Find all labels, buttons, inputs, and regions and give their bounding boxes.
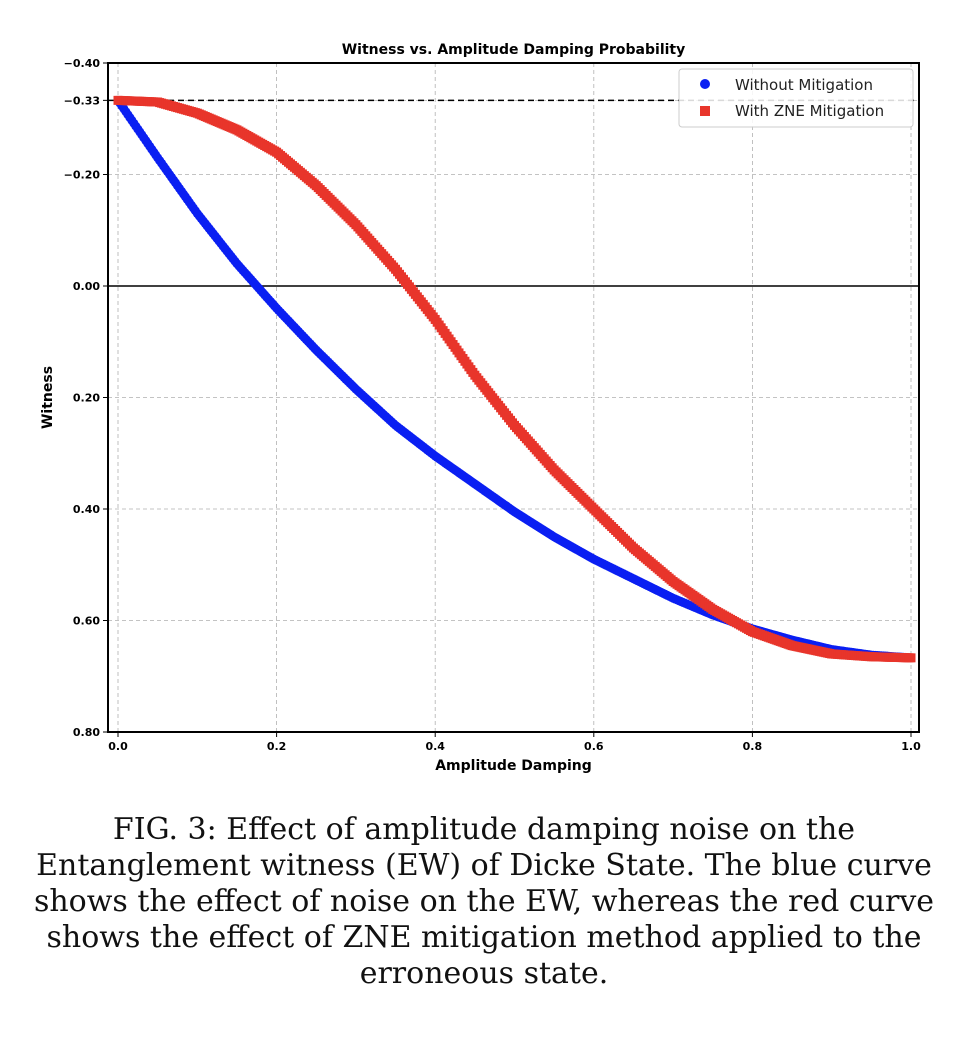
figure-caption: FIG. 3: Effect of amplitude damping nois…	[33, 812, 935, 991]
y-tick-label: 0.00	[73, 280, 100, 293]
y-axis-label: Witness	[40, 366, 56, 429]
y-tick-label: 0.40	[73, 503, 100, 516]
x-tick-label: 0.6	[584, 740, 604, 753]
x-tick-label: 0.2	[267, 740, 287, 753]
legend-label-without-mitigation: Without Mitigation	[735, 76, 873, 94]
x-tick-label: 1.0	[901, 740, 921, 753]
x-tick-label: 0.0	[108, 740, 128, 753]
legend: Without Mitigation With ZNE Mitigation	[678, 68, 914, 128]
x-tick-label: 0.4	[425, 740, 445, 753]
x-axis-label: Amplitude Damping	[435, 758, 592, 774]
legend-box	[678, 68, 914, 128]
data-point	[906, 653, 916, 663]
y-ticks: −0.40 −0.33 −0.20 0.00 0.20 0.40 0.60 0.80	[64, 57, 108, 739]
legend-label-with-zne-mitigation: With ZNE Mitigation	[735, 102, 884, 120]
chart-title: Witness vs. Amplitude Damping Probabilit…	[342, 42, 686, 58]
y-tick-label: 0.60	[73, 615, 100, 628]
y-tick-label: 0.80	[73, 726, 100, 739]
chart: Witness vs. Amplitude Damping Probabilit…	[40, 42, 921, 774]
y-tick-label: −0.20	[64, 169, 101, 182]
series-without-mitigation	[113, 95, 916, 663]
data-series	[113, 95, 916, 663]
legend-marker-with-zne-mitigation	[700, 106, 710, 116]
x-tick-label: 0.8	[743, 740, 763, 753]
y-tick-label: −0.33	[64, 94, 100, 107]
series-with-zne-mitigation	[113, 95, 916, 663]
y-tick-label: 0.20	[73, 392, 100, 405]
grid-lines	[108, 62, 919, 733]
x-ticks: 0.0 0.2 0.4 0.6 0.8 1.0	[108, 732, 921, 753]
y-tick-label: −0.40	[64, 57, 101, 70]
legend-marker-without-mitigation	[700, 79, 710, 89]
